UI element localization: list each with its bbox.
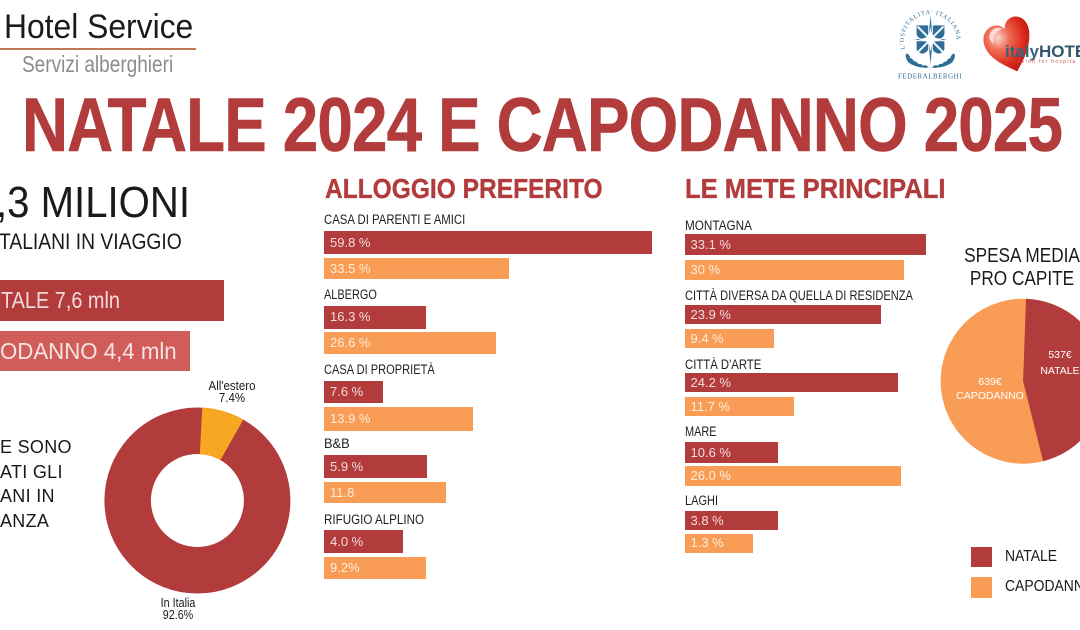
svg-text:FEDERALBERGHI: FEDERALBERGHI (898, 73, 962, 81)
